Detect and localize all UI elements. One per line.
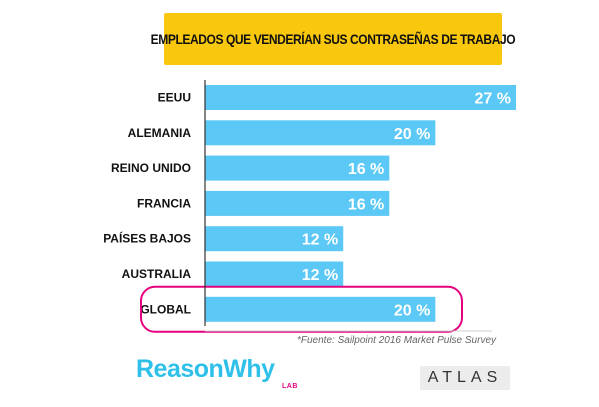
- category-label: ALEMANIA: [128, 126, 192, 140]
- atlas-logo: ATLAS: [420, 366, 510, 390]
- value-label: 27 %: [475, 91, 511, 108]
- atlas-label: ATLAS: [428, 369, 503, 387]
- value-label: 12 %: [302, 267, 338, 284]
- category-label: AUSTRALIA: [122, 267, 192, 281]
- category-label: REINO UNIDO: [111, 161, 191, 175]
- category-label: PAÍSES BAJOS: [103, 231, 191, 246]
- value-label: 20 %: [394, 302, 430, 319]
- source-note: *Fuente: Sailpoint 2016 Market Pulse Sur…: [297, 335, 496, 346]
- bar: [205, 85, 516, 110]
- category-label: EEUU: [158, 91, 191, 105]
- category-label: GLOBAL: [140, 302, 191, 316]
- value-label: 20 %: [394, 126, 430, 143]
- reasonwhy-logo: ReasonWhy: [136, 355, 275, 384]
- value-label: 16 %: [348, 161, 384, 178]
- value-label: 16 %: [348, 196, 384, 213]
- value-label: 12 %: [302, 232, 338, 249]
- reasonwhy-lab-label: LAB: [282, 383, 298, 390]
- category-label: FRANCIA: [137, 196, 191, 210]
